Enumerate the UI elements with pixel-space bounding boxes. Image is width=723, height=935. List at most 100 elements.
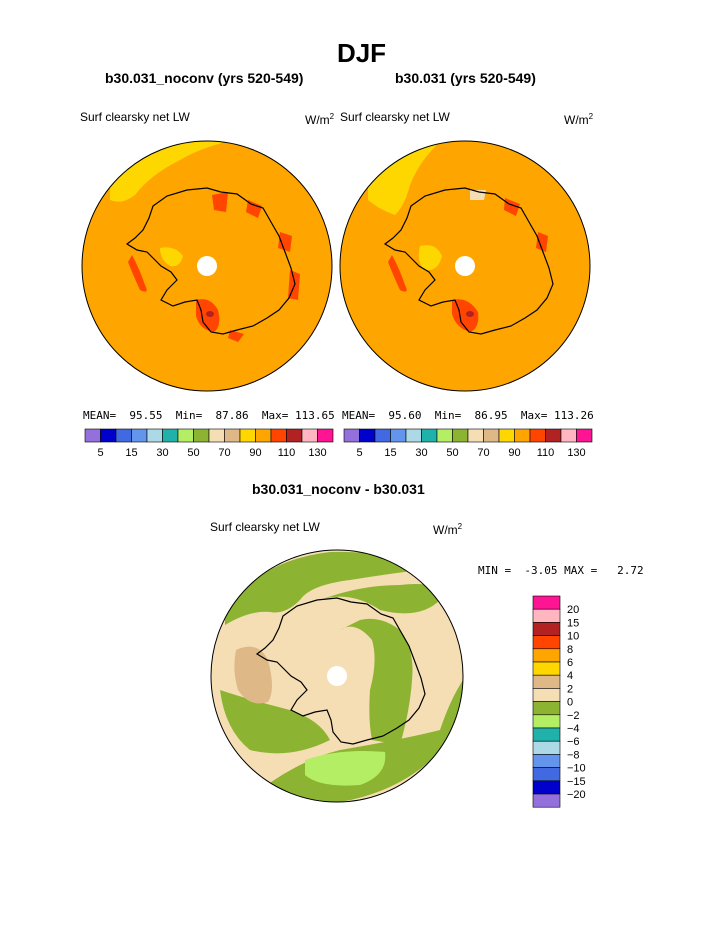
colorbar-diff-swatch [532,595,561,610]
colorbar-left-swatch [146,428,163,443]
colorbar-right-swatch [545,428,562,443]
colorbar-diff-tick-label: −4 [567,723,580,735]
colorbar-diff-swatch [532,635,561,650]
colorbar-diff-swatch [532,714,561,729]
colorbar-diff-swatch [532,767,561,782]
colorbar-left-swatch [100,428,117,443]
panel-right-variable: Surf clearsky net LW [340,110,450,124]
colorbar-right-swatch [498,428,515,443]
colorbar-right-tick-label: 30 [415,447,427,459]
map-left [81,140,333,392]
colorbar-left-swatch [270,428,287,443]
colorbar-diff-tick-label: 2 [567,683,573,695]
colorbar-diff-swatch [532,740,561,755]
colorbar-diff-swatch [532,727,561,742]
colorbar-left-swatch [162,428,179,443]
panel-left-units: W/m2 [305,112,335,127]
colorbar-right-tick-label: 130 [567,447,585,459]
colorbar-right-swatch [529,428,546,443]
panel-right-stats: MEAN= 95.60 Min= 86.95 Max= 113.26 [342,409,594,422]
map-diff-pole [327,666,347,686]
colorbar-diff-swatch [532,780,561,795]
map-left-red-north [212,192,228,212]
map-diff-border [210,549,464,803]
map-left-red-ne [246,200,262,218]
panel-left-subtitle: b30.031_noconv (yrs 520-549) [105,70,304,86]
colorbar-left-tick-label: 90 [249,447,261,459]
colorbar-left-swatch [239,428,256,443]
colorbar-right-tick-label: 50 [446,447,458,459]
map-right-red-ne [504,198,520,216]
colorbar-diff-tick-label: −6 [567,736,580,748]
panel-left-stats: MEAN= 95.55 Min= 87.86 Max= 113.65 [83,409,335,422]
colorbar-right-swatch [467,428,484,443]
colorbar-left-tick-label: 110 [278,447,296,459]
colorbar-diff-tick-label: 4 [567,670,573,682]
map-diff-green-west [220,690,330,754]
colorbar-left-tick-label: 30 [156,447,168,459]
colorbar-left-tick-label: 130 [308,447,326,459]
map-left-red-east [278,232,292,252]
map-right-yellow-peninsula [418,245,442,271]
colorbar-left-swatch [84,428,101,443]
colorbar-diff-tick-label: −20 [567,789,586,801]
colorbar-right-swatch [483,428,500,443]
panel-left-variable: Surf clearsky net LW [80,110,190,124]
colorbar-diff-tick-label: −2 [567,710,580,722]
map-right [339,140,591,392]
diff-variable: Surf clearsky net LW [210,520,320,534]
colorbar-left-swatch [177,428,194,443]
colorbar-right-swatch [560,428,577,443]
colorbar-right-tick-label: 15 [384,447,396,459]
colorbar-diff-swatch [532,793,561,808]
colorbar-right-swatch [374,428,391,443]
colorbar-diff-tick-label: −10 [567,763,586,775]
colorbar-diff-tick-label: 6 [567,657,573,669]
map-left-border [81,140,333,392]
map-left-yellow-peninsula [160,247,183,267]
colorbar-diff-swatch [532,701,561,716]
map-left-dark-spot [206,311,214,317]
colorbar-right-swatch [405,428,422,443]
colorbar-right-swatch [452,428,469,443]
colorbar-diff-swatch [532,754,561,768]
colorbar-left-swatch [224,428,241,443]
colorbar-diff-swatch [532,622,561,636]
map-right-border [339,140,591,392]
map-diff-green-east [260,584,463,802]
colorbar-diff-tick-label: 8 [567,644,573,656]
diff-stats: MIN = -3.05 MAX = 2.72 [478,564,644,577]
map-left-red-south [228,330,244,342]
colorbar-left-swatch [255,428,272,443]
colorbar-right-tick-label: 90 [508,447,520,459]
map-diff-green-interior [340,618,413,745]
map-right-pole [455,256,475,276]
colorbar-right-tick-label: 110 [537,447,555,459]
map-right-red-west [388,255,407,292]
map-right-red-east [536,232,548,252]
map-right-dark-spot [466,311,474,317]
page-title: DJF [336,38,387,68]
colorbar-left-swatch [317,428,334,443]
colorbar-left-swatch [301,428,318,443]
colorbar-diff-tick-label: 10 [567,631,579,643]
map-diff-green-north [225,551,420,625]
colorbar-diff-swatch [532,688,561,702]
colorbar-diff-tick-label: 0 [567,697,573,709]
colorbar-left-tick-label: 70 [218,447,230,459]
colorbar-diff-tick-label: 20 [567,604,579,616]
diff-units: W/m2 [433,522,463,537]
colorbar-right-swatch [359,428,376,443]
colorbar-diff-swatch [532,674,561,689]
colorbar-diff-tick-label: −8 [567,749,580,761]
map-left-pole [197,256,217,276]
panel-right-subtitle: b30.031 (yrs 520-549) [395,70,536,86]
colorbar-left-swatch [193,428,210,443]
colorbar-left-swatch [208,428,225,443]
map-diff-lightgreen [305,751,386,786]
map-left-red-west [128,255,147,292]
colorbar-right-tick-label: 5 [356,447,362,459]
colorbar-right-swatch [421,428,438,443]
